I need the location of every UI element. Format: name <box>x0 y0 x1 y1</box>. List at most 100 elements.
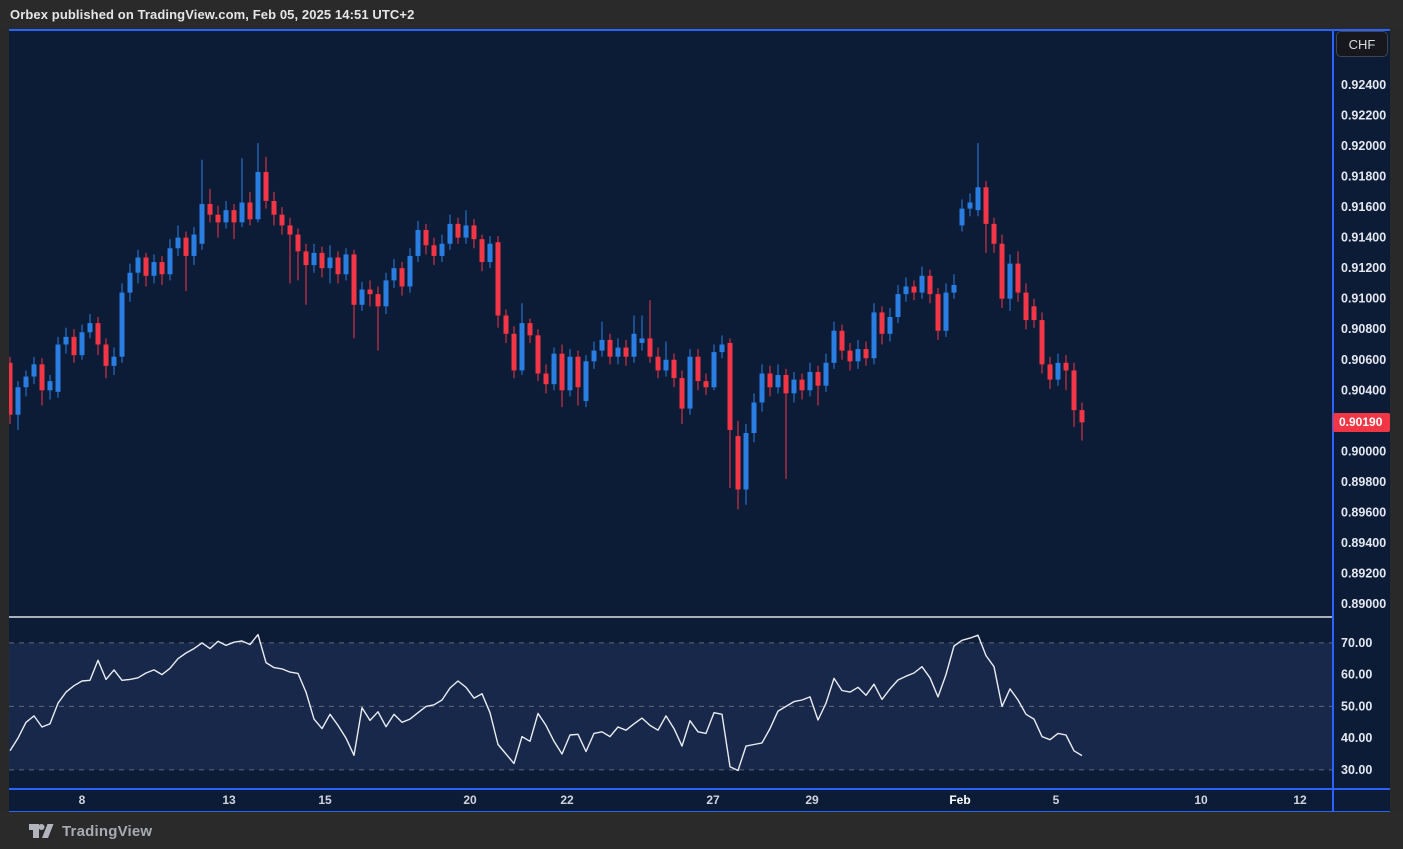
candle-body <box>983 187 989 224</box>
candle-body <box>647 338 653 357</box>
candle-body <box>479 239 485 263</box>
time-tick-label[interactable]: 20 <box>463 793 477 807</box>
candle-body <box>119 292 125 357</box>
candle-body <box>943 292 949 331</box>
candle-body <box>815 371 821 386</box>
time-tick-label[interactable]: 8 <box>79 793 86 807</box>
candle-body <box>63 336 69 345</box>
candle-body <box>279 214 285 226</box>
price-tick-label: 0.89400 <box>1341 536 1386 550</box>
chart-area[interactable]: 0.92400 0.92200 0.92000 0.91800 0.91600 0.914… <box>9 29 1390 812</box>
candle-body <box>743 433 749 490</box>
candle-body <box>1079 410 1085 423</box>
candle-body <box>423 229 429 246</box>
candle-body <box>151 262 157 276</box>
price-tick-label: 0.89200 <box>1341 566 1386 580</box>
candle-body <box>695 356 701 382</box>
time-tick-label[interactable]: 27 <box>706 793 720 807</box>
candle-body <box>391 268 397 281</box>
time-tick-label[interactable]: Feb <box>949 793 970 807</box>
candle-body <box>591 350 597 362</box>
candle-body <box>791 379 797 394</box>
candle-body <box>167 248 173 275</box>
currency-toggle-button[interactable]: CHF <box>1336 31 1388 57</box>
candle-body <box>807 371 813 391</box>
candle-body <box>959 208 965 226</box>
candle-body <box>183 237 189 256</box>
rsi-tick-label: 30.00 <box>1341 763 1372 777</box>
candle-body <box>455 223 461 238</box>
price-tick-label: 0.89000 <box>1341 597 1386 611</box>
time-tick-label[interactable]: 15 <box>318 793 332 807</box>
candle-body <box>575 356 581 388</box>
candle-body <box>39 364 45 391</box>
candle-body <box>735 436 741 490</box>
candle-body <box>15 387 21 415</box>
time-tick-label[interactable]: 29 <box>805 793 819 807</box>
candle-body <box>615 347 621 357</box>
price-tick-label: 0.91400 <box>1341 231 1386 245</box>
candle-body <box>9 362 13 415</box>
publish-bar: Orbex published on TradingView.com, Feb … <box>0 0 1403 29</box>
candlestick-chart[interactable]: 0.92400 0.92200 0.92000 0.91800 0.91600 0.914… <box>9 29 1390 812</box>
candle-body <box>767 373 773 388</box>
candle-body <box>415 229 421 256</box>
time-tick-label[interactable]: 12 <box>1293 793 1307 807</box>
candle-body <box>287 225 293 235</box>
tradingview-brand-text[interactable]: TradingView <box>62 822 153 840</box>
candle-body <box>47 381 53 391</box>
candle-series <box>9 142 1085 510</box>
candle-body <box>927 275 933 295</box>
candle-body <box>431 245 437 256</box>
candle-body <box>1023 292 1029 321</box>
rsi-line <box>9 633 1083 772</box>
candle-body <box>111 356 117 366</box>
price-tick-label: 0.92000 <box>1341 139 1386 153</box>
candle-body <box>319 252 325 269</box>
time-tick-label[interactable]: 5 <box>1053 793 1060 807</box>
candle-body <box>231 210 237 223</box>
candle-body <box>775 375 781 388</box>
candle-body <box>607 339 613 357</box>
candle-body <box>535 335 541 374</box>
time-tick-label[interactable]: 22 <box>560 793 574 807</box>
candle-body <box>447 223 453 244</box>
candle-body <box>991 223 997 244</box>
candle-body <box>951 284 957 293</box>
candle-body <box>327 257 333 269</box>
candle-body <box>863 349 869 359</box>
candle-body <box>799 379 805 391</box>
candle-body <box>159 262 165 275</box>
candle-body <box>271 200 277 215</box>
candle-body <box>463 225 469 238</box>
publish-title: Orbex published on TradingView.com, Feb … <box>10 7 415 22</box>
candle-body <box>71 336 77 356</box>
candle-body <box>967 202 973 209</box>
rsi-tick-label: 50.00 <box>1341 699 1372 713</box>
candle-body <box>855 349 861 362</box>
candle-body <box>895 294 901 318</box>
price-tick-label: 0.90600 <box>1341 353 1386 367</box>
tradingview-logo-icon[interactable] <box>28 821 54 841</box>
candle-body <box>95 323 101 345</box>
candle-body <box>1047 364 1053 380</box>
candle-body <box>783 375 789 394</box>
candle-body <box>191 234 197 256</box>
candle-body <box>351 254 357 305</box>
price-tick-label: 0.92200 <box>1341 108 1386 122</box>
candle-body <box>335 257 341 275</box>
candle-body <box>367 289 373 295</box>
time-tick-label[interactable]: 13 <box>222 793 236 807</box>
candle-body <box>543 373 549 385</box>
candle-body <box>903 286 909 295</box>
candle-body <box>639 338 645 343</box>
candle-body <box>1039 320 1045 365</box>
chart-top-border <box>9 29 1390 31</box>
candle-body <box>999 243 1005 299</box>
time-tick-label[interactable]: 10 <box>1194 793 1208 807</box>
candle-body <box>599 339 605 351</box>
candle-body <box>1007 263 1013 299</box>
candle-body <box>303 251 309 266</box>
candle-body <box>503 315 509 334</box>
price-tick-label: 0.90800 <box>1341 322 1386 336</box>
